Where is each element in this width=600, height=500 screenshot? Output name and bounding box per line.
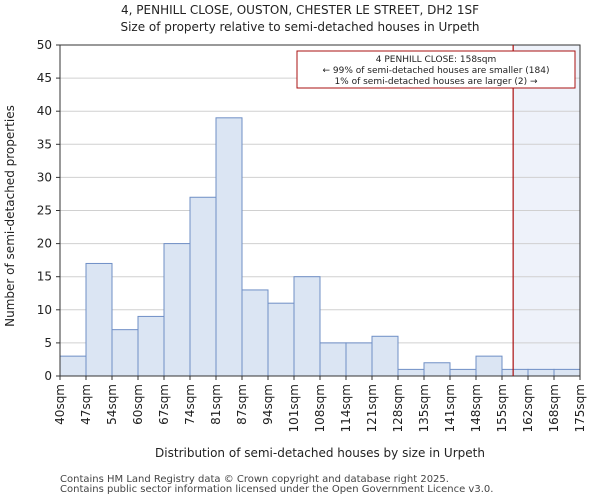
bar [449, 368, 477, 377]
annotation-box [296, 50, 576, 89]
footer-copyright: Contains HM Land Registry data © Crown c… [60, 474, 449, 485]
x-tick-label: 94sqm [261, 384, 275, 425]
y-tick-label: 40 [37, 104, 52, 118]
annotation-line-1: 4 PENHILL CLOSE: 158sqm [376, 55, 496, 65]
bar [423, 362, 451, 377]
x-tick-label: 135sqm [417, 384, 431, 432]
y-tick-label: 10 [37, 303, 52, 317]
x-tick-label: 74sqm [183, 384, 197, 425]
y-tick-label: 30 [37, 170, 52, 184]
bar [501, 368, 529, 377]
x-tick-label: 87sqm [235, 384, 249, 425]
chart-subtitle: Size of property relative to semi-detach… [120, 20, 479, 34]
x-tick-label: 108sqm [313, 384, 327, 432]
x-tick-label: 162sqm [521, 384, 535, 432]
x-tick-label: 101sqm [287, 384, 301, 432]
y-tick-label: 0 [44, 369, 52, 383]
x-tick-label: 121sqm [365, 384, 379, 432]
x-tick-label: 155sqm [495, 384, 509, 432]
bars [59, 117, 581, 377]
bar [189, 196, 217, 377]
bar [59, 355, 87, 377]
y-tick-label: 35 [37, 137, 52, 151]
bar [267, 302, 295, 377]
bar [215, 117, 243, 377]
bar [241, 289, 269, 377]
y-tick-label: 45 [37, 71, 52, 85]
x-tick-label: 175sqm [573, 384, 587, 432]
y-tick-label: 50 [37, 38, 52, 52]
y-tick-label: 15 [37, 270, 52, 284]
footer-licence: Contains public sector information licen… [60, 484, 494, 495]
annotation-line-2: ← 99% of semi-detached houses are smalle… [323, 66, 550, 76]
x-tick-label: 67sqm [157, 384, 171, 425]
annotation-line-3: 1% of semi-detached houses are larger (2… [334, 77, 538, 87]
bar [345, 342, 373, 377]
x-tick-label: 128sqm [391, 384, 405, 432]
x-tick-label: 40sqm [53, 384, 67, 425]
x-tick-label: 60sqm [131, 384, 145, 425]
bar [527, 368, 555, 377]
bar [137, 315, 165, 377]
bar [475, 355, 503, 377]
x-tick-label: 54sqm [105, 384, 119, 425]
x-tick-label: 141sqm [443, 384, 457, 432]
y-axis-label: Number of semi-detached properties [3, 105, 17, 327]
bar [293, 276, 321, 377]
x-ticks: 40sqm 47sqm 54sqm 60sqm 67sqm 74sqm 81sqm 87sqm… [53, 376, 587, 432]
x-axis-label: Distribution of semi-detached houses by … [155, 446, 485, 460]
y-tick-label: 20 [37, 237, 52, 251]
x-tick-label: 47sqm [79, 384, 93, 425]
bar [85, 262, 113, 377]
bar [319, 342, 347, 377]
y-ticks: 0 5 10 15 20 25 30 35 40 45 50 [37, 38, 60, 383]
bar [111, 329, 139, 377]
x-tick-label: 148sqm [469, 384, 483, 432]
x-tick-label: 114sqm [339, 384, 353, 432]
bar [163, 243, 191, 377]
y-tick-label: 5 [44, 336, 52, 350]
chart-title: 4, PENHILL CLOSE, OUSTON, CHESTER LE STR… [121, 3, 479, 17]
x-tick-label: 168sqm [547, 384, 561, 432]
bar [553, 368, 581, 377]
bar [397, 368, 425, 377]
y-tick-label: 25 [37, 204, 52, 218]
x-tick-label: 81sqm [209, 384, 223, 425]
bar [371, 335, 399, 377]
